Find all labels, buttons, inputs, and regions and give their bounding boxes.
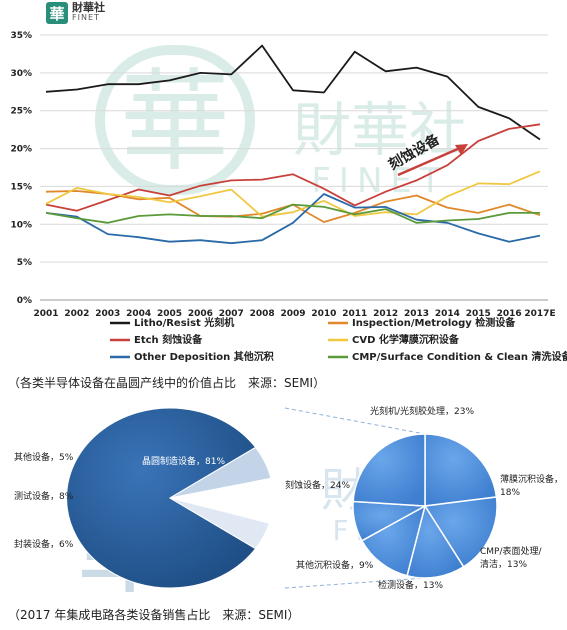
legend-label: Litho/Resist 光刻机 <box>134 316 234 329</box>
x-axis: 2001 2002 2003 2004 2005 2006 2007 2008 2009 2010… <box>33 309 555 319</box>
left-pie-label: 测试设备，8% <box>14 490 74 502</box>
logo-mark: 華 <box>46 2 68 24</box>
legend-label: CMP/Surface Condition & Clean 清洗设备 <box>352 350 567 363</box>
y-tick-label: 15% <box>10 182 32 192</box>
x-tick-label: 2005 <box>157 309 182 319</box>
y-tick-label: 10% <box>10 220 32 230</box>
series-line-litho <box>45 44 541 141</box>
x-tick-label: 2013 <box>404 309 429 319</box>
legend-entry-cmp: CMP/Surface Condition & Clean 清洗设备 <box>328 350 567 363</box>
watermark-name-cn: 財華社 <box>293 96 467 164</box>
x-tick-label: 2010 <box>311 309 336 319</box>
x-tick-label: 2009 <box>280 309 305 319</box>
connector-line <box>284 577 426 589</box>
right-pie-label: 检测设备，13% <box>378 579 443 591</box>
x-tick-label: 2011 <box>342 309 367 319</box>
left-pie <box>65 407 275 589</box>
y-tick-label: 5% <box>17 258 32 268</box>
y-tick-label: 20% <box>10 145 32 155</box>
right-pie-label: CMP/表面处理/清洁，13% <box>480 545 543 570</box>
x-tick-label: 2015 <box>466 309 491 319</box>
x-tick-label: 2006 <box>188 309 213 319</box>
legend-label: Inspection/Metrology 检测设备 <box>352 316 516 329</box>
pie-chart-caption: （2017 年集成电路各类设备销售占比 来源：SEMI） <box>8 608 300 622</box>
right-pie-slice <box>406 504 465 579</box>
right-pie-label: 其他沉积设备，9% <box>296 559 374 571</box>
watermark: 華 財華社 FINET <box>95 45 467 201</box>
left-pie-label: 其他设备，5% <box>14 451 74 463</box>
left-pie-label: 封装设备，6% <box>14 538 74 550</box>
legend-label: Etch 刻蚀设备 <box>134 333 203 346</box>
x-tick-label: 2012 <box>373 309 398 319</box>
left-pie-slice <box>169 497 271 550</box>
right-pie-slice <box>423 496 498 568</box>
legend-entry-litho: Litho/Resist 光刻机 <box>110 316 234 329</box>
x-tick-label: 2004 <box>126 309 151 319</box>
y-axis: 0% 5% 10% 15% 20% 25% 30% 35% <box>10 31 32 306</box>
x-tick-label: 2002 <box>64 309 89 319</box>
finet-logo: 華 財華社 FINET <box>46 2 105 24</box>
watermark-mark: 華 <box>120 58 230 186</box>
right-pie-label: 刻蚀设备，24% <box>285 479 350 491</box>
x-tick-label: 2008 <box>250 309 275 319</box>
pie-chart: 華 財華社 FINET 晶圆制造设备，81%封装设备，6%测试设备，8%其他设备… <box>14 405 563 609</box>
series-line-other <box>45 193 541 245</box>
y-tick-label: 25% <box>10 107 32 117</box>
legend-entry-cvd: CVD 化学薄膜沉积设备 <box>328 333 460 346</box>
y-tick-label: 0% <box>17 296 32 306</box>
series-lines <box>45 44 541 245</box>
x-tick-label: 2003 <box>95 309 120 319</box>
legend: Litho/Resist 光刻机 Inspection/Metrology 检测设… <box>110 316 567 363</box>
series-line-cmp <box>45 203 540 224</box>
grid <box>40 34 548 301</box>
right-pie <box>352 433 498 579</box>
line-chart-caption: （各类半导体设备在晶圆产线中的价值占比 来源：SEMI） <box>8 376 326 390</box>
right-pie-label: 光刻机/光刻胶处理，23% <box>370 405 474 417</box>
right-pie-slice <box>360 504 427 577</box>
right-pie-slice <box>352 433 426 507</box>
legend-label: Other Deposition 其他沉积 <box>134 350 274 363</box>
y-tick-label: 35% <box>10 31 32 41</box>
right-pie-slice <box>424 433 498 507</box>
x-tick-label: 2016 <box>497 309 522 319</box>
logo-name-cn: 財華社 <box>72 1 105 14</box>
pie-connector <box>284 407 426 589</box>
legend-entry-inspection: Inspection/Metrology 检测设备 <box>328 316 516 329</box>
right-pie-label: 薄膜沉积设备， 18% <box>500 473 563 498</box>
left-pie-label: 晶圆制造设备，81% <box>142 455 225 467</box>
legend-label: CVD 化学薄膜沉积设备 <box>352 333 460 346</box>
x-tick-label: 2017E <box>524 309 555 319</box>
logo-name-en: FINET <box>72 13 100 22</box>
left-pie-slice <box>65 407 257 589</box>
x-tick-label: 2007 <box>219 309 244 319</box>
line-chart: 華 財華社 FINET 0%5%10%15%20%25%30%35% 2001 2… <box>10 31 567 363</box>
x-tick-label: 2001 <box>33 309 58 319</box>
connector-line <box>284 407 426 435</box>
y-tick-label: 30% <box>10 69 32 79</box>
x-tick-label: 2014 <box>435 309 460 319</box>
series-line-cvd <box>45 170 541 218</box>
series-line-etch <box>45 123 541 212</box>
legend-entry-etch: Etch 刻蚀设备 <box>110 333 203 346</box>
pie-labels: 晶圆制造设备，81% 封装设备，6% 测试设备，8% 其他设备，5% 光刻机/光刻胶处理… <box>14 405 563 591</box>
legend-entry-other: Other Deposition 其他沉积 <box>110 350 274 363</box>
